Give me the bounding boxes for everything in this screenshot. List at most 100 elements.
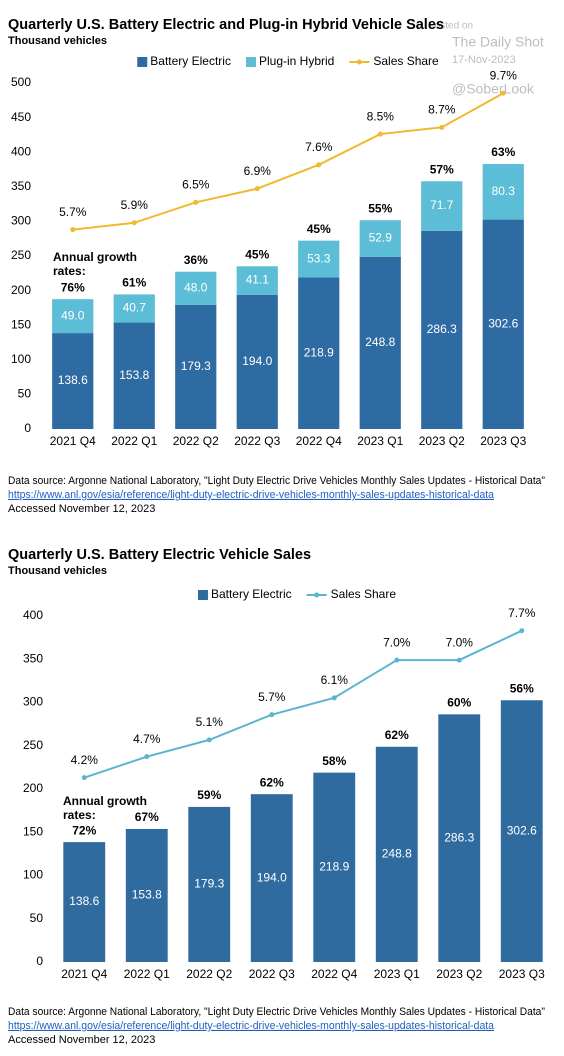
y-tick-label: 400 [11, 144, 31, 158]
bar [482, 219, 524, 429]
growth-rate: 67% [135, 810, 159, 824]
y-tick-label: 150 [11, 317, 31, 331]
y-tick-label: 350 [11, 179, 31, 193]
share-marker [131, 220, 137, 226]
growth-rate: 63% [491, 145, 515, 159]
x-tick-label: 2021 Q4 [50, 434, 96, 448]
y-tick-label: 100 [23, 868, 43, 882]
bar-value-label: 40.7 [123, 301, 147, 315]
bar-value-label: 48.0 [184, 280, 208, 294]
share-marker [193, 199, 199, 205]
bar-value-label: 71.7 [430, 198, 454, 212]
legend-marker [356, 59, 362, 65]
share-marker [331, 695, 337, 701]
legend-swatch [245, 57, 256, 67]
legend-label: Plug-in Hybrid [259, 54, 334, 68]
legend-label: Sales Share [331, 587, 397, 601]
growth-rate: 76% [61, 280, 85, 294]
growth-rate: 62% [385, 728, 409, 742]
share-label: 5.1% [196, 715, 224, 729]
legend-marker [314, 592, 320, 598]
bar-value-label: 286.3 [444, 830, 474, 844]
share-marker [394, 657, 400, 663]
growth-label: Annual growth [53, 250, 137, 264]
source-url[interactable]: https://www.anl.gov/esia/reference/light… [8, 489, 495, 501]
growth-rate: 60% [447, 696, 471, 710]
bar-value-label: 194.0 [242, 354, 272, 368]
bar [250, 794, 293, 962]
legend-swatch [137, 57, 148, 67]
x-tick-label: 2023 Q3 [480, 434, 526, 448]
share-label: 8.5% [367, 109, 395, 123]
bar-value-label: 138.6 [69, 894, 99, 908]
legend-label: Battery Electric [211, 587, 292, 601]
share-marker [519, 628, 525, 634]
chart-subtitle: Thousand vehicles [8, 35, 107, 47]
y-tick-label: 450 [11, 110, 31, 124]
x-tick-label: 2022 Q2 [186, 967, 232, 981]
bar [113, 294, 155, 323]
bar-value-label: 49.0 [61, 308, 85, 322]
share-label: 5.7% [258, 690, 286, 704]
share-label: 4.7% [133, 732, 161, 746]
bar-value-label: 302.6 [488, 316, 518, 330]
share-marker [269, 712, 275, 718]
chart-title: Quarterly U.S. Battery Electric Vehicle … [8, 547, 311, 563]
bar-value-label: 80.3 [492, 184, 516, 198]
watermark-posted: Posted on [428, 21, 473, 32]
y-tick-label: 200 [11, 283, 31, 297]
source-text: Data source: Argonne National Laboratory… [8, 475, 545, 487]
y-tick-label: 500 [11, 75, 31, 89]
x-tick-label: 2021 Q4 [61, 967, 107, 981]
bar [313, 772, 356, 962]
growth-rate: 62% [260, 775, 284, 789]
x-tick-label: 2023 Q3 [499, 967, 545, 981]
y-tick-label: 150 [23, 824, 43, 838]
y-tick-label: 200 [23, 781, 43, 795]
share-marker [500, 90, 506, 96]
share-label: 5.9% [121, 198, 149, 212]
growth-rate: 55% [368, 201, 392, 215]
bar [175, 271, 217, 305]
share-line [83, 629, 523, 779]
bar-value-label: 218.9 [304, 345, 334, 359]
share-label: 7.0% [383, 635, 411, 649]
x-tick-label: 2022 Q1 [111, 434, 157, 448]
x-tick-label: 2023 Q1 [357, 434, 403, 448]
bar-value-label: 153.8 [119, 368, 149, 382]
share-marker [144, 754, 150, 760]
bar-value-label: 286.3 [427, 322, 457, 336]
growth-rate: 56% [510, 681, 534, 695]
share-line [72, 92, 504, 231]
x-tick-label: 2022 Q3 [234, 434, 280, 448]
watermark-handle: @SoberLook [452, 81, 535, 97]
legend-label: Battery Electric [150, 54, 231, 68]
bar [421, 181, 463, 231]
bar [482, 164, 524, 220]
source-url[interactable]: https://www.anl.gov/esia/reference/light… [8, 1020, 495, 1032]
accessed-text: Accessed November 12, 2023 [8, 1034, 155, 1046]
bar-value-label: 41.1 [246, 273, 270, 287]
x-tick-label: 2022 Q3 [249, 967, 295, 981]
bar-value-label: 138.6 [58, 373, 88, 387]
y-tick-label: 250 [23, 738, 43, 752]
growth-rate: 45% [307, 222, 331, 236]
bar-value-label: 179.3 [194, 877, 224, 891]
x-tick-label: 2022 Q2 [173, 434, 219, 448]
growth-label: Annual growth [63, 794, 147, 808]
bar-value-label: 302.6 [507, 823, 537, 837]
y-tick-label: 350 [23, 651, 43, 665]
bar-value-label: 52.9 [369, 231, 393, 245]
legend-label: Sales Share [373, 54, 439, 68]
share-label: 6.9% [244, 164, 272, 178]
chart-subtitle: Thousand vehicles [8, 565, 107, 577]
source-text: Data source: Argonne National Laboratory… [8, 1006, 545, 1018]
bar-value-label: 53.3 [307, 251, 331, 265]
share-label: 7.7% [508, 606, 536, 620]
bar-value-label: 153.8 [132, 888, 162, 902]
bar [421, 230, 463, 429]
share-label: 7.6% [305, 140, 333, 154]
share-label: 9.7% [490, 68, 518, 82]
share-label: 5.7% [59, 205, 87, 219]
